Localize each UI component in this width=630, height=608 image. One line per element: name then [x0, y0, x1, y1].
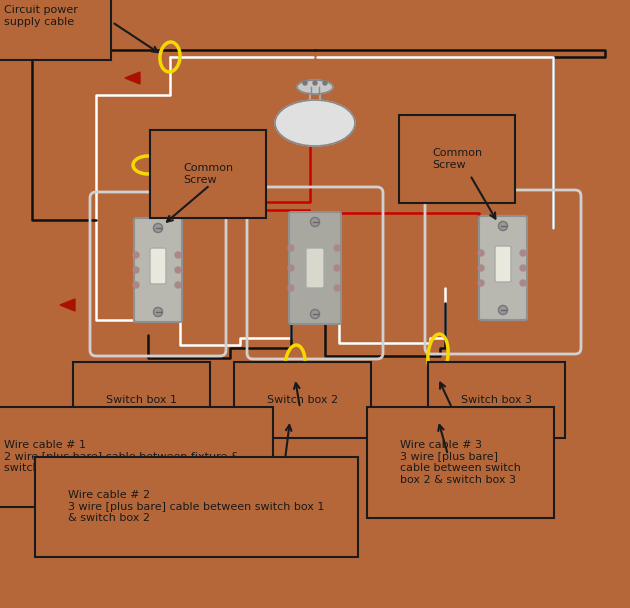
Circle shape	[313, 81, 317, 85]
Polygon shape	[60, 299, 75, 311]
Circle shape	[520, 265, 526, 271]
FancyBboxPatch shape	[134, 218, 182, 322]
Circle shape	[334, 265, 340, 271]
Circle shape	[175, 282, 181, 288]
Circle shape	[154, 308, 163, 317]
Text: Common
Screw: Common Screw	[183, 163, 233, 185]
Circle shape	[175, 267, 181, 273]
Circle shape	[478, 280, 484, 286]
Circle shape	[133, 282, 139, 288]
Circle shape	[303, 81, 307, 85]
Circle shape	[520, 280, 526, 286]
Circle shape	[311, 218, 319, 227]
Circle shape	[334, 285, 340, 291]
FancyBboxPatch shape	[495, 246, 511, 282]
Text: Common
Screw: Common Screw	[432, 148, 482, 170]
Circle shape	[311, 309, 319, 319]
Circle shape	[133, 252, 139, 258]
Circle shape	[334, 245, 340, 251]
FancyBboxPatch shape	[150, 248, 166, 284]
Circle shape	[323, 81, 327, 85]
FancyBboxPatch shape	[479, 216, 527, 320]
Circle shape	[498, 305, 508, 314]
Circle shape	[478, 265, 484, 271]
Text: Switch box 1: Switch box 1	[106, 395, 177, 405]
Circle shape	[478, 250, 484, 256]
Ellipse shape	[275, 100, 355, 146]
FancyBboxPatch shape	[306, 248, 324, 288]
Text: Wire cable # 1
2 wire [plus bare] cable between fixture &
switch box 1: Wire cable # 1 2 wire [plus bare] cable …	[4, 440, 239, 473]
FancyBboxPatch shape	[289, 212, 341, 324]
Circle shape	[520, 250, 526, 256]
Text: Wire cable # 2
3 wire [plus bare] cable between switch box 1
& switch box 2: Wire cable # 2 3 wire [plus bare] cable …	[68, 490, 324, 523]
Text: Switch box 3: Switch box 3	[461, 395, 532, 405]
Text: Wire cable # 3
3 wire [plus bare]
cable between switch
box 2 & switch box 3: Wire cable # 3 3 wire [plus bare] cable …	[400, 440, 521, 485]
Circle shape	[175, 252, 181, 258]
Text: Switch box 2: Switch box 2	[267, 395, 338, 405]
Circle shape	[288, 265, 294, 271]
Polygon shape	[125, 72, 140, 84]
Ellipse shape	[297, 80, 333, 94]
Circle shape	[154, 224, 163, 232]
Circle shape	[288, 285, 294, 291]
Circle shape	[498, 221, 508, 230]
Circle shape	[288, 245, 294, 251]
Circle shape	[133, 267, 139, 273]
Text: Circuit power
supply cable: Circuit power supply cable	[4, 5, 78, 27]
